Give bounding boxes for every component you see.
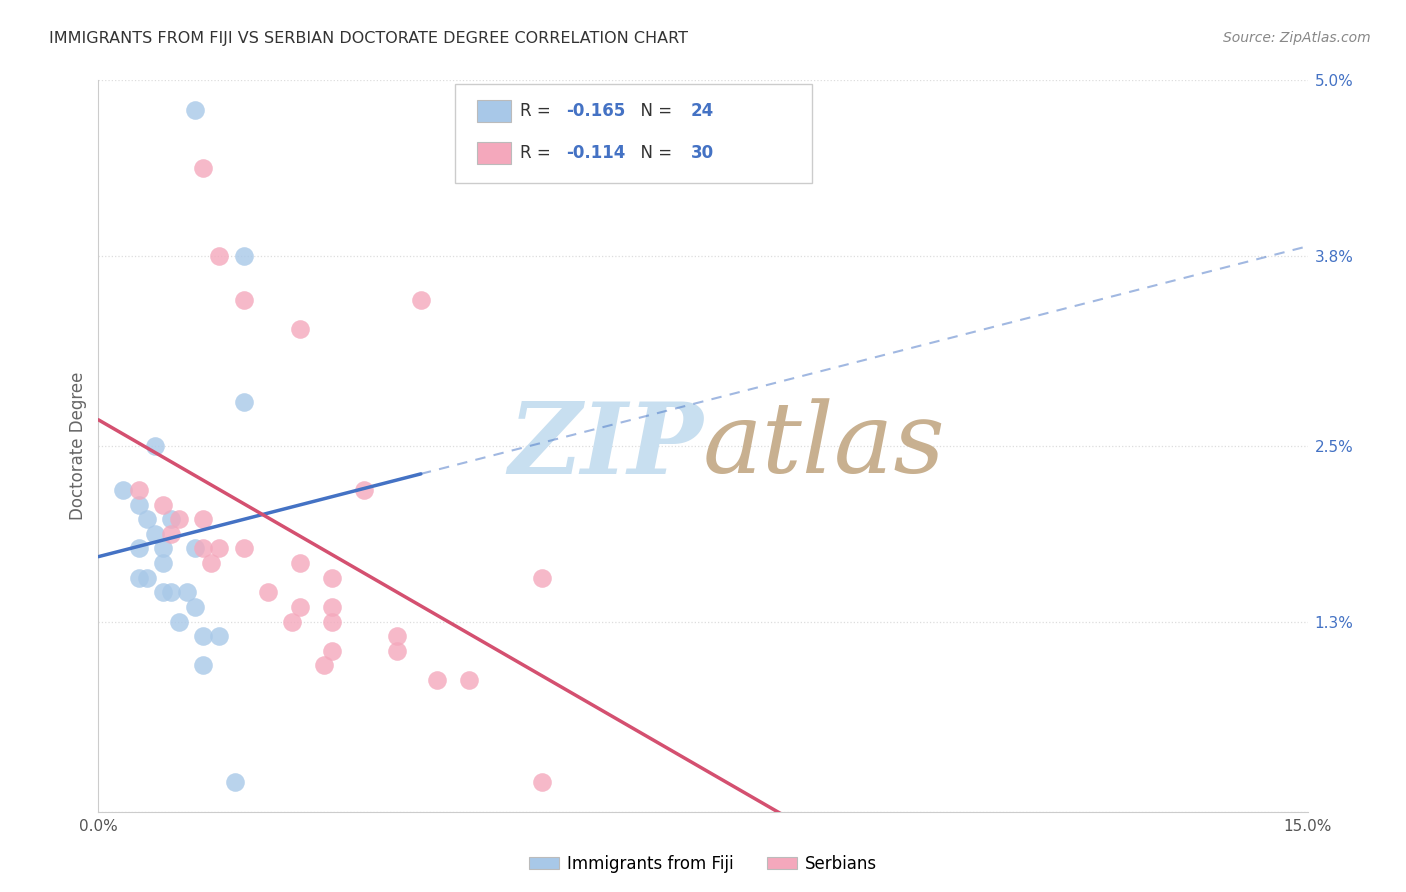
Point (128, 498, 150, 512)
Y-axis label: Doctorate Degree: Doctorate Degree (69, 372, 87, 520)
Point (176, 585, 198, 599)
Text: -0.114: -0.114 (567, 145, 626, 162)
Point (152, 585, 174, 599)
Text: R =: R = (520, 102, 557, 120)
Point (128, 571, 150, 585)
Point (143, 526, 166, 541)
Point (288, 556, 311, 570)
Point (152, 498, 174, 512)
Point (143, 439, 166, 453)
Point (208, 629, 231, 643)
Point (288, 599, 311, 614)
Point (281, 615, 304, 629)
Point (152, 556, 174, 570)
Point (530, 775, 553, 789)
Text: ZIP: ZIP (508, 398, 703, 494)
Legend: Immigrants from Fiji, Serbians: Immigrants from Fiji, Serbians (522, 848, 884, 880)
Text: 30: 30 (690, 145, 714, 162)
Point (321, 644, 343, 658)
Point (193, 161, 215, 175)
Point (208, 541, 231, 556)
Point (288, 322, 311, 336)
Point (128, 483, 150, 497)
Point (193, 541, 215, 556)
Point (184, 103, 207, 117)
Point (458, 673, 481, 687)
Point (314, 658, 336, 673)
Point (353, 483, 375, 497)
Point (232, 249, 254, 263)
Point (160, 512, 183, 526)
FancyBboxPatch shape (477, 143, 510, 164)
Text: N =: N = (630, 145, 678, 162)
Point (193, 658, 215, 673)
Text: Source: ZipAtlas.com: Source: ZipAtlas.com (1223, 31, 1371, 45)
Point (152, 541, 174, 556)
Point (321, 615, 343, 629)
Text: N =: N = (630, 102, 678, 120)
Point (321, 571, 343, 585)
Point (167, 512, 190, 526)
Point (167, 615, 190, 629)
Point (224, 775, 246, 789)
Point (184, 599, 207, 614)
Point (128, 541, 150, 556)
Point (135, 571, 157, 585)
Text: 24: 24 (690, 102, 714, 120)
Text: atlas: atlas (703, 399, 946, 493)
Point (111, 483, 134, 497)
Point (160, 526, 183, 541)
Point (232, 541, 254, 556)
Point (184, 541, 207, 556)
Point (256, 585, 278, 599)
Point (135, 512, 157, 526)
Point (160, 585, 183, 599)
Point (208, 249, 231, 263)
FancyBboxPatch shape (477, 100, 510, 122)
Point (193, 629, 215, 643)
Point (200, 556, 222, 570)
Text: R =: R = (520, 145, 557, 162)
FancyBboxPatch shape (456, 84, 811, 183)
Point (409, 293, 432, 307)
Text: IMMIGRANTS FROM FIJI VS SERBIAN DOCTORATE DEGREE CORRELATION CHART: IMMIGRANTS FROM FIJI VS SERBIAN DOCTORAT… (49, 31, 688, 46)
Point (530, 571, 553, 585)
Point (385, 644, 408, 658)
Point (232, 395, 254, 409)
Point (232, 293, 254, 307)
Point (321, 599, 343, 614)
Text: -0.165: -0.165 (567, 102, 626, 120)
Point (385, 629, 408, 643)
Point (193, 512, 215, 526)
Point (426, 673, 449, 687)
